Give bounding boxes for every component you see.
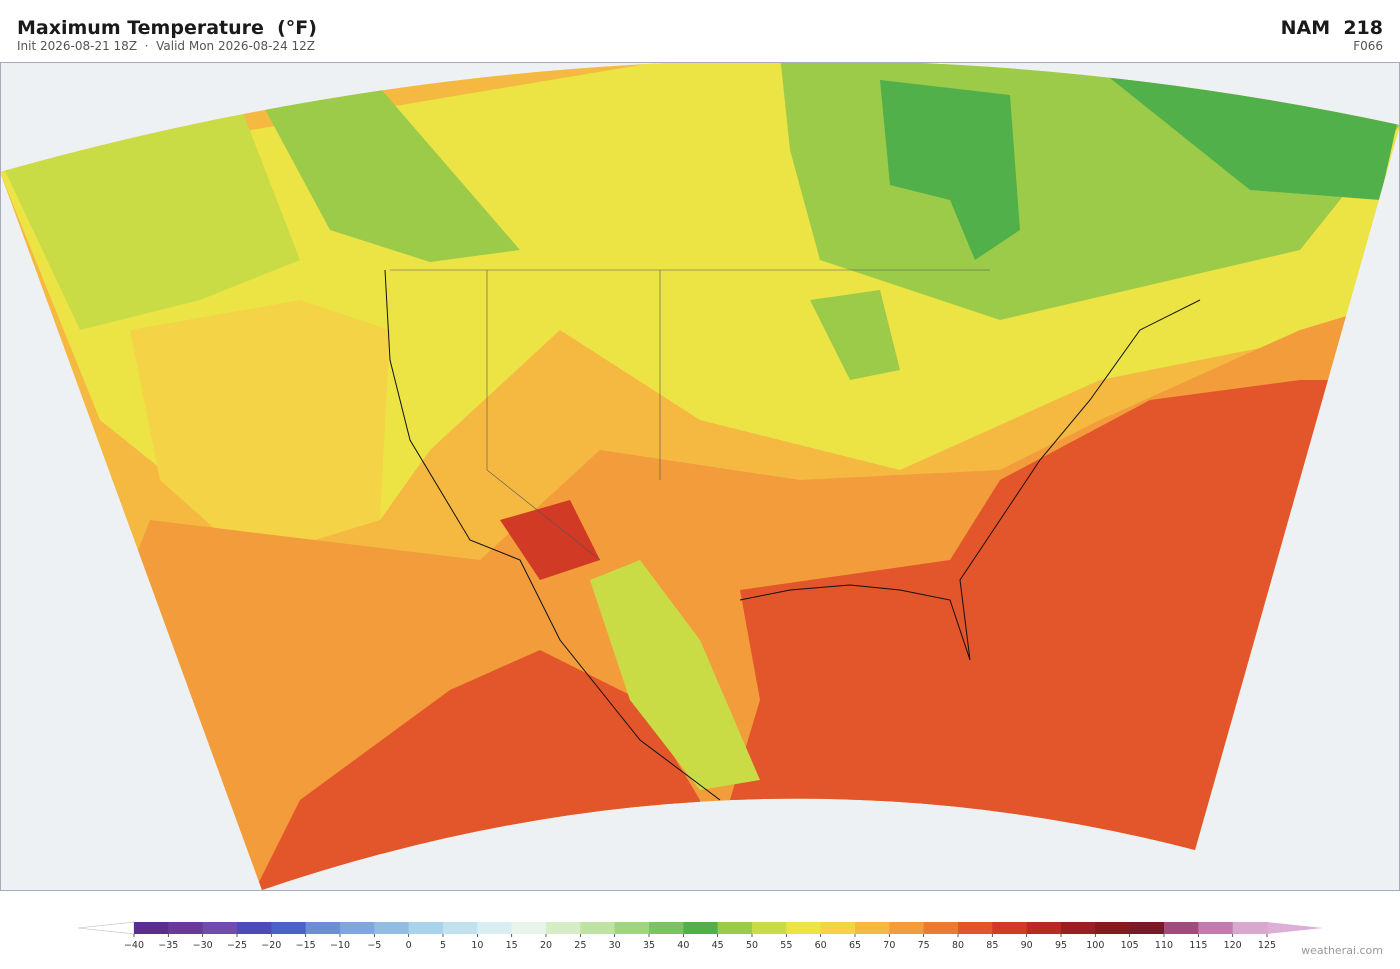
colorbar-swatch	[958, 922, 993, 934]
colorbar-swatch	[992, 922, 1028, 934]
colorbar-tick-label: 60	[815, 940, 827, 951]
colorbar-swatch	[820, 922, 856, 934]
colorbar-tick-label: 25	[574, 940, 586, 951]
colorbar-swatch	[855, 922, 890, 934]
model-name: NAM 218	[1281, 17, 1383, 39]
colorbar-swatch	[1026, 922, 1062, 934]
colorbar-tick-label: −35	[158, 940, 178, 951]
map-subtitle: Init 2026-08-21 18Z · Valid Mon 2026-08-…	[17, 39, 315, 53]
colorbar-swatch	[237, 922, 272, 934]
colorbar-tick-label: 5	[440, 940, 446, 951]
field-pacific	[130, 300, 390, 560]
colorbar-tick-label: 10	[471, 940, 483, 951]
colorbar-swatch	[889, 922, 925, 934]
forecast-hour: F066	[1353, 39, 1383, 53]
colorbar-swatch	[683, 922, 719, 934]
colorbar-swatch	[1061, 922, 1096, 934]
colorbar-tick-label: 100	[1086, 940, 1104, 951]
field-rockies	[260, 88, 520, 262]
field-hudson	[880, 80, 1020, 260]
colorbar-tick-label: 110	[1155, 940, 1173, 951]
colorbar-tick-label: 20	[540, 940, 552, 951]
colorbar-tick-label: 65	[849, 940, 861, 951]
colorbar-swatch	[443, 922, 478, 934]
colorbar-tick-label: 0	[406, 940, 412, 951]
colorbar-tick-label: −5	[367, 940, 381, 951]
colorbar-swatch	[546, 922, 581, 934]
colorbar-tick-label: 125	[1258, 940, 1276, 951]
colorbar-swatch	[271, 922, 307, 934]
colorbar-swatch	[923, 922, 959, 934]
colorbar-tick-label: −40	[124, 940, 144, 951]
colorbar-swatch	[134, 922, 169, 934]
colorbar-tick-label: 15	[506, 940, 518, 951]
borders	[390, 269, 990, 561]
colorbar-swatch	[305, 922, 341, 934]
colorbar: −40 −35 −30 −25 −20 −15 −10 −5 0 5 10 15 20 25 30 35 40 4…	[77, 921, 1323, 951]
colorbar-swatch	[1198, 922, 1234, 934]
field-mexico-plateau	[590, 560, 760, 790]
colorbar-swatch	[202, 922, 238, 934]
colorbar-tick-label: 35	[643, 940, 655, 951]
colorbar-tick-label: 90	[1021, 940, 1033, 951]
colorbar-swatch	[477, 922, 513, 934]
colorbar-swatch	[752, 922, 787, 934]
colorbar-swatch	[1095, 922, 1131, 934]
coastline	[384, 269, 1201, 801]
colorbar-tick-label: −10	[330, 940, 350, 951]
field-desert	[500, 500, 600, 580]
colorbar-tick-label: −30	[193, 940, 213, 951]
colorbar-tick-label: −25	[227, 940, 247, 951]
field-cool-yellow	[0, 105, 300, 330]
watermark: weatherai.com	[1301, 944, 1383, 957]
colorbar-swatch	[1164, 922, 1199, 934]
colorbar-swatch	[614, 922, 650, 934]
colorbar-over	[1267, 922, 1323, 934]
colorbar-tick-label: 50	[746, 940, 758, 951]
colorbar-under	[77, 921, 135, 935]
colorbar-tick-label: 115	[1189, 940, 1207, 951]
colorbar-swatch	[168, 922, 204, 934]
colorbar-tick-label: 85	[986, 940, 998, 951]
colorbar-swatch	[649, 922, 684, 934]
colorbar-tick-label: 40	[677, 940, 689, 951]
colorbar-swatch	[408, 922, 444, 934]
colorbar-swatch	[580, 922, 616, 934]
colorbar-tick-label: 120	[1224, 940, 1242, 951]
colorbar-tick-label: 75	[918, 940, 930, 951]
colorbar-tick-label: −20	[261, 940, 281, 951]
colorbar-tick-label: −15	[296, 940, 316, 951]
colorbar-tick-label: 80	[952, 940, 964, 951]
colorbar-swatch	[1129, 922, 1165, 934]
colorbar-swatch	[1232, 922, 1268, 934]
map-title: Maximum Temperature (°F)	[17, 17, 317, 39]
colorbar-tick-label: 70	[883, 940, 895, 951]
colorbar-swatch	[511, 922, 547, 934]
colorbar-swatch	[717, 922, 753, 934]
colorbar-swatch	[340, 922, 375, 934]
colorbar-tick-label: 30	[609, 940, 621, 951]
map	[0, 62, 1400, 891]
colorbar-tick-label: 95	[1055, 940, 1067, 951]
field-lakes	[810, 290, 900, 380]
colorbar-swatch	[374, 922, 410, 934]
colorbar-tick-label: 55	[780, 940, 792, 951]
colorbar-swatch	[786, 922, 822, 934]
colorbar-tick-label: 105	[1121, 940, 1139, 951]
colorbar-tick-label: 45	[712, 940, 724, 951]
